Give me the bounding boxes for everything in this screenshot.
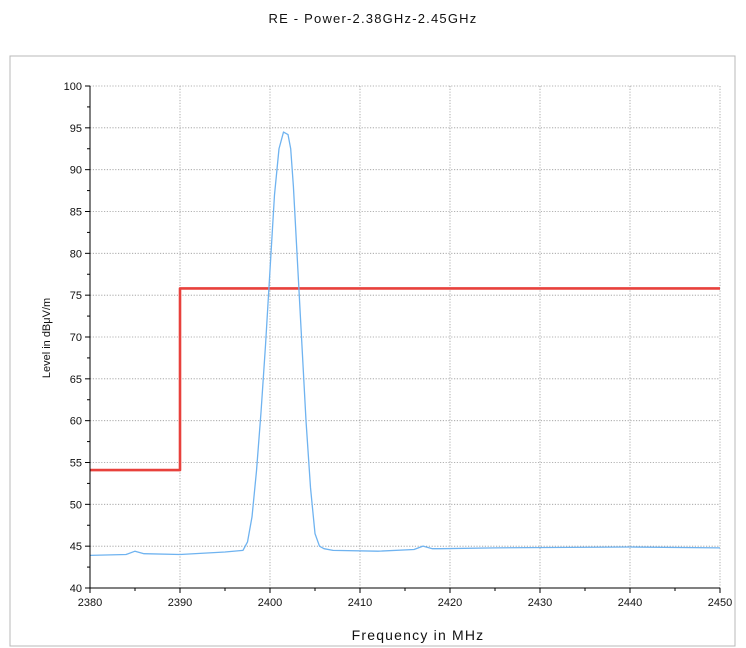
x-tick-label: 2440 (618, 597, 642, 609)
tick-labels: 2380 2390 2400 2410 2420 2430 2440 2450 40 45 50 55… (64, 81, 733, 609)
y-tick-label: 45 (70, 541, 82, 553)
y-tick-label: 90 (70, 165, 82, 177)
x-tick-label: 2420 (438, 597, 462, 609)
y-tick-label: 40 (70, 583, 82, 595)
x-axis-label: Frequency in MHz (352, 627, 485, 643)
y-tick-label: 70 (70, 332, 82, 344)
grid (90, 85, 721, 588)
y-tick-label: 75 (70, 290, 82, 302)
y-axis-label: Level in dBμV/m (41, 298, 53, 378)
y-tick-label: 65 (70, 374, 82, 386)
x-tick-label: 2400 (258, 597, 282, 609)
y-tick-label: 85 (70, 207, 82, 219)
limit-line (90, 287, 720, 472)
x-tick-label: 2430 (528, 597, 552, 609)
y-tick-label: 60 (70, 416, 82, 428)
chart-title: RE - Power-2.38GHz-2.45GHz (268, 11, 478, 26)
y-tick-label: 80 (70, 248, 82, 260)
x-tick-label: 2410 (348, 597, 372, 609)
y-tick-label: 55 (70, 458, 82, 470)
x-tick-label: 2380 (78, 597, 102, 609)
axes (85, 85, 721, 593)
y-tick-label: 100 (64, 81, 82, 93)
measurement-trace (89, 131, 721, 557)
y-tick-label: 50 (70, 499, 82, 511)
series-group (89, 131, 721, 557)
x-tick-label: 2450 (708, 597, 732, 609)
y-tick-label: 95 (70, 123, 82, 135)
x-tick-label: 2390 (168, 597, 192, 609)
chart-frame (9, 55, 736, 647)
